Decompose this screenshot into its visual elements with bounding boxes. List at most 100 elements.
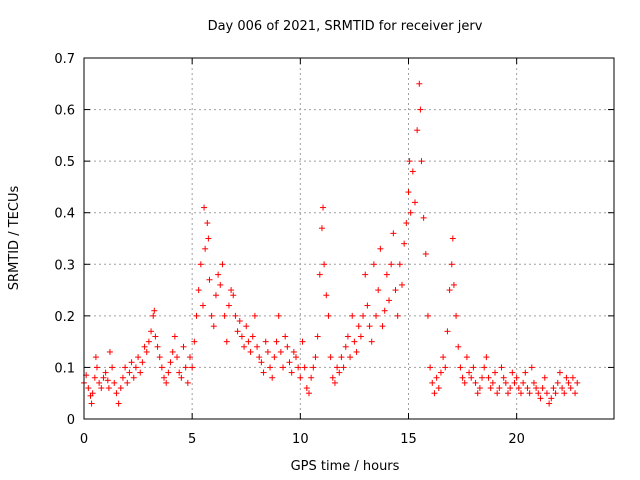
data-point: [481, 364, 488, 371]
data-point: [444, 328, 451, 335]
data-point: [105, 385, 112, 392]
x-tick-label: 0: [80, 432, 88, 447]
data-point: [401, 240, 408, 247]
data-point: [463, 354, 470, 361]
x-tick-label: 10: [292, 432, 309, 447]
data-point: [174, 354, 181, 361]
data-point: [366, 323, 373, 330]
data-point: [338, 354, 345, 361]
data-point: [342, 343, 349, 350]
data-point: [574, 379, 581, 386]
data-point: [171, 333, 178, 340]
data-point: [277, 348, 284, 355]
data-point: [100, 374, 107, 381]
data-point: [89, 390, 96, 397]
data-point: [487, 385, 494, 392]
data-point: [117, 385, 124, 392]
data-point: [88, 400, 95, 407]
data-point: [249, 333, 256, 340]
data-point: [396, 261, 403, 268]
data-point: [515, 385, 522, 392]
data-point: [119, 374, 126, 381]
data-point: [122, 364, 129, 371]
data-point: [449, 235, 456, 242]
data-point: [115, 400, 122, 407]
data-point: [379, 323, 386, 330]
data-point: [124, 379, 131, 386]
data-point: [411, 199, 418, 206]
data-point: [524, 385, 531, 392]
data-point: [189, 364, 196, 371]
data-point: [258, 359, 265, 366]
x-axis-label: GPS time / hours: [291, 459, 400, 474]
data-point: [128, 359, 135, 366]
data-point: [102, 369, 109, 376]
data-point: [357, 333, 364, 340]
data-point: [267, 364, 274, 371]
data-point: [381, 307, 388, 314]
x-tick-label: 5: [188, 432, 196, 447]
data-point: [230, 292, 237, 299]
plot-border: [83, 57, 615, 420]
data-point: [409, 168, 416, 175]
data-point: [199, 302, 206, 309]
data-point: [280, 364, 287, 371]
chart-title: Day 006 of 2021, SRMTID for receiver jer…: [208, 19, 483, 34]
data-point: [528, 364, 535, 371]
data-point: [485, 374, 492, 381]
data-point: [535, 390, 542, 397]
data-point: [349, 312, 356, 319]
data-point: [537, 395, 544, 402]
data-point: [221, 312, 228, 319]
data-point: [176, 369, 183, 376]
data-point: [567, 385, 574, 392]
data-point: [201, 204, 208, 211]
y-tick-label: 0.4: [54, 207, 75, 222]
data-point: [554, 379, 561, 386]
data-point: [375, 287, 382, 294]
data-point: [320, 204, 327, 211]
data-point: [210, 323, 217, 330]
data-point: [247, 348, 254, 355]
data-point: [96, 379, 103, 386]
data-point: [145, 338, 152, 345]
y-tick-label: 0.2: [54, 310, 75, 325]
data-point: [92, 354, 99, 361]
data-point: [93, 364, 100, 371]
data-point: [184, 379, 191, 386]
data-point: [513, 374, 520, 381]
data-point: [251, 312, 258, 319]
data-point: [403, 220, 410, 227]
data-point: [193, 312, 200, 319]
plot-frame: [83, 57, 615, 420]
data-point: [417, 106, 424, 113]
data-point: [459, 374, 466, 381]
data-point: [109, 364, 116, 371]
data-point: [303, 385, 310, 392]
data-point: [548, 395, 555, 402]
data-point: [546, 400, 553, 407]
data-point: [169, 348, 176, 355]
data-point: [310, 364, 317, 371]
data-point: [154, 343, 161, 350]
data-point: [500, 374, 507, 381]
data-point: [509, 369, 516, 376]
data-point: [321, 261, 328, 268]
data-point: [386, 297, 393, 304]
data-point: [297, 374, 304, 381]
data-point: [241, 343, 248, 350]
data-point: [182, 364, 189, 371]
data-point: [561, 390, 568, 397]
data-point: [284, 343, 291, 350]
data-point: [502, 379, 509, 386]
data-point: [437, 369, 444, 376]
data-point: [446, 287, 453, 294]
data-point: [312, 354, 319, 361]
data-point: [91, 374, 98, 381]
data-point: [148, 328, 155, 335]
data-point: [98, 385, 105, 392]
data-point: [476, 385, 483, 392]
data-point: [271, 354, 278, 361]
data-point: [137, 369, 144, 376]
data-point: [178, 374, 185, 381]
